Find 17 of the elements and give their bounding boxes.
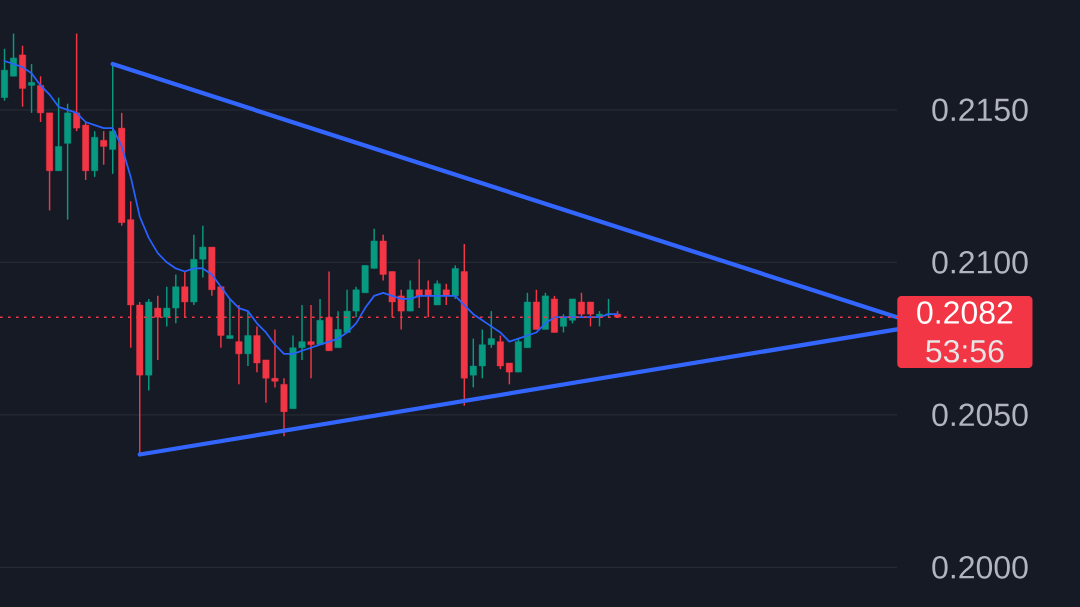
candlestick bbox=[433, 279, 441, 306]
candlestick bbox=[244, 310, 252, 367]
text: 53:56 bbox=[926, 339, 1004, 363]
candlestick bbox=[442, 282, 450, 306]
candlestick bbox=[406, 279, 414, 312]
ref-line-label: 0.2082 bbox=[917, 301, 1013, 324]
candlestick bbox=[226, 298, 234, 340]
y-tick-label: 0.2050 bbox=[932, 403, 1028, 427]
y-tick-label: 0.2000 bbox=[932, 556, 1028, 579]
y-tick-label: 0.2100 bbox=[932, 251, 1028, 274]
candlestick bbox=[10, 32, 17, 77]
candlestick bbox=[109, 63, 117, 175]
candlestick bbox=[560, 313, 567, 334]
y-tick-label: 0.2150 bbox=[932, 98, 1028, 122]
candlestick bbox=[28, 63, 35, 114]
candlestick bbox=[569, 298, 576, 325]
candlestick bbox=[100, 130, 108, 166]
